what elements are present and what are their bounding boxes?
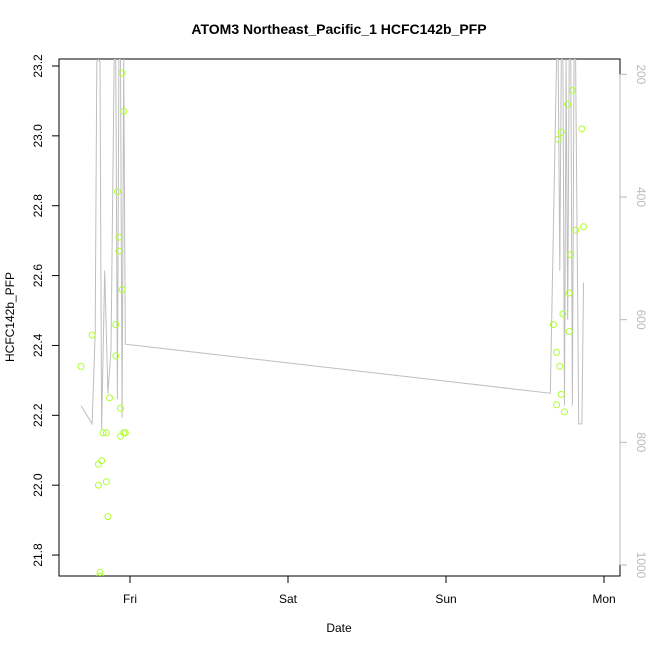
data-point — [96, 572, 104, 576]
x-axis: Fri Sat Sun Mon — [123, 575, 616, 606]
data-point — [113, 188, 121, 196]
y2-tick-label: 600 — [634, 310, 648, 330]
data-point — [121, 429, 129, 437]
y-tick-label: 22.4 — [31, 333, 45, 357]
x-tick-label: Sun — [435, 592, 456, 606]
x-tick-label: Mon — [592, 592, 615, 606]
data-point — [115, 247, 123, 255]
data-point — [112, 321, 120, 328]
x-axis-label: Date — [326, 621, 352, 635]
data-point — [115, 233, 123, 241]
y-tick-label: 22.2 — [31, 403, 45, 427]
y-tick-label: 21.8 — [31, 543, 45, 567]
y-tick-label: 23.2 — [31, 54, 45, 78]
data-point — [556, 362, 564, 370]
y-axis-label: HCFC142b_PFP — [3, 272, 17, 362]
data-point — [557, 390, 565, 398]
data-point — [99, 429, 107, 437]
data-point — [94, 481, 102, 489]
data-point — [554, 135, 562, 143]
data-point — [553, 401, 561, 409]
y2-tick-label: 800 — [634, 432, 648, 452]
data-point — [559, 310, 567, 318]
altitude-line — [80, 59, 584, 431]
data-point — [106, 394, 113, 402]
data-point — [112, 352, 120, 360]
data-point — [553, 348, 561, 356]
data-point — [549, 321, 557, 328]
secondary-y-axis: 200 400 600 800 1000 — [619, 64, 648, 579]
data-point — [557, 128, 565, 136]
x-tick-label: Fri — [123, 592, 137, 606]
y-tick-label: 22.0 — [31, 473, 45, 497]
data-point — [117, 404, 124, 412]
data-point — [96, 569, 104, 576]
data-point — [102, 478, 110, 486]
data-point — [98, 457, 106, 465]
data-point — [565, 328, 573, 335]
data-point — [567, 251, 575, 259]
data-point — [104, 513, 112, 521]
chart-title: ATOM3 Northeast_Pacific_1 HCFC142b_PFP — [191, 21, 486, 37]
data-point — [77, 362, 85, 370]
y-tick-label: 22.8 — [31, 194, 45, 218]
data-point — [88, 331, 96, 339]
altitude-line-series — [80, 59, 584, 431]
data-point — [564, 100, 572, 108]
x-tick-label: Sat — [279, 592, 298, 606]
data-point — [568, 86, 576, 94]
data-point — [565, 289, 573, 297]
data-point — [118, 286, 126, 294]
y2-tick-label: 200 — [634, 64, 648, 84]
y-tick-label: 23.0 — [31, 124, 45, 148]
plot-area — [58, 58, 621, 577]
data-point — [561, 408, 568, 416]
data-point — [120, 107, 128, 115]
y2-tick-label: 1000 — [634, 552, 648, 579]
data-point — [572, 226, 580, 234]
y2-tick-label: 400 — [634, 187, 648, 207]
data-point — [578, 125, 586, 133]
data-point — [580, 223, 587, 231]
y-tick-label: 22.6 — [31, 264, 45, 288]
data-point — [118, 69, 126, 77]
hcfc142b-points-series — [77, 69, 587, 576]
data-point — [102, 429, 110, 437]
y-axis: 21.8 22.0 22.2 22.4 22.6 22.8 23.0 23.2 — [31, 54, 60, 567]
